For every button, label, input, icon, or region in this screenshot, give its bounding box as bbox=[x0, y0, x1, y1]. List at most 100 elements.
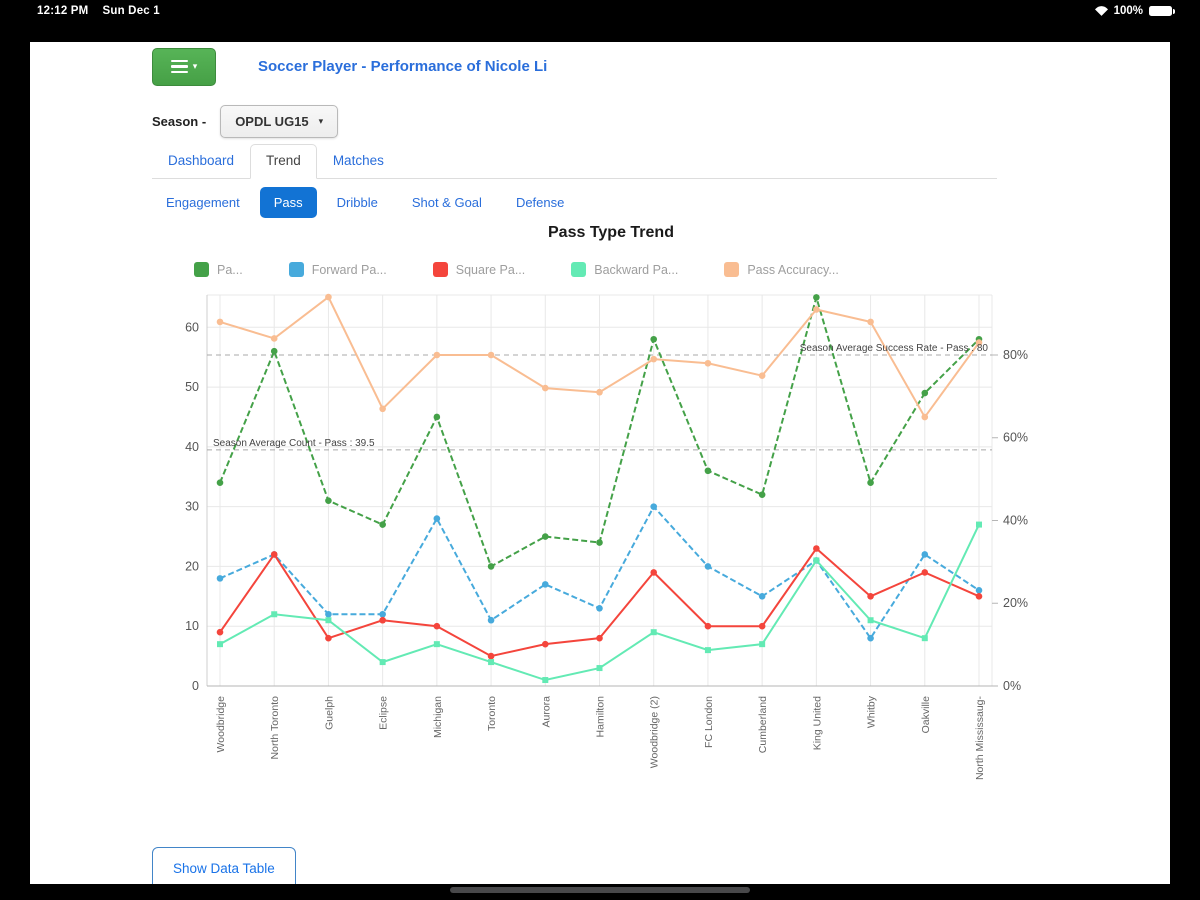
legend-item-pa[interactable]: Pa... bbox=[194, 262, 243, 277]
home-indicator[interactable] bbox=[450, 887, 750, 893]
subtab-engagement[interactable]: Engagement bbox=[166, 194, 240, 210]
data-point[interactable] bbox=[216, 318, 224, 326]
data-point[interactable] bbox=[216, 628, 224, 636]
data-point[interactable] bbox=[433, 515, 441, 522]
data-point[interactable] bbox=[379, 521, 386, 528]
data-point[interactable] bbox=[271, 611, 278, 618]
data-point[interactable] bbox=[325, 610, 332, 618]
data-point[interactable] bbox=[433, 413, 441, 421]
data-point[interactable] bbox=[216, 479, 224, 487]
data-point[interactable] bbox=[542, 677, 549, 684]
data-point[interactable] bbox=[813, 294, 820, 301]
subtab-defense[interactable]: Defense bbox=[515, 194, 565, 210]
status-right: 100% bbox=[1094, 5, 1175, 17]
legend-label: Backward Pa... bbox=[594, 262, 679, 277]
data-point[interactable] bbox=[433, 641, 440, 648]
data-point[interactable] bbox=[270, 335, 278, 342]
data-point[interactable] bbox=[596, 634, 603, 642]
menu-button[interactable]: ▾ bbox=[152, 47, 216, 86]
legend-item-forward-pa[interactable]: Forward Pa... bbox=[288, 262, 387, 277]
data-point[interactable] bbox=[704, 563, 712, 570]
data-point[interactable] bbox=[379, 659, 386, 666]
data-point[interactable] bbox=[217, 641, 223, 648]
data-point[interactable] bbox=[379, 610, 386, 618]
legend-item-backward-pa[interactable]: Backward Pa... bbox=[571, 262, 678, 277]
battery-percent: 100% bbox=[1113, 5, 1143, 17]
legend-item-pass-accuracy[interactable]: Pass Accuracy... bbox=[724, 262, 839, 277]
svg-text:Cumberland: Cumberland bbox=[757, 696, 769, 753]
data-point[interactable] bbox=[921, 569, 929, 576]
data-point[interactable] bbox=[921, 635, 928, 642]
data-point[interactable] bbox=[650, 629, 657, 636]
tab-trend[interactable]: Trend bbox=[250, 144, 317, 179]
data-point[interactable] bbox=[541, 384, 549, 392]
chart-legend: Pa... Forward Pa... Square Pa... Backward P… bbox=[194, 257, 1170, 282]
data-point[interactable] bbox=[487, 351, 495, 359]
data-point[interactable] bbox=[921, 413, 929, 421]
data-point[interactable] bbox=[270, 551, 278, 558]
status-bar: 12:12 PM Sun Dec 1 100% bbox=[0, 0, 1200, 42]
data-point[interactable] bbox=[921, 389, 929, 397]
data-point[interactable] bbox=[650, 335, 658, 343]
data-point[interactable] bbox=[325, 617, 332, 624]
data-point[interactable] bbox=[596, 604, 603, 612]
tab-matches[interactable]: Matches bbox=[332, 153, 384, 168]
data-point[interactable] bbox=[975, 587, 983, 594]
data-point[interactable] bbox=[867, 634, 874, 642]
data-point[interactable] bbox=[325, 634, 332, 642]
data-point[interactable] bbox=[433, 351, 441, 359]
data-point[interactable] bbox=[650, 503, 658, 510]
data-point[interactable] bbox=[867, 593, 874, 600]
data-point[interactable] bbox=[867, 318, 874, 326]
data-point[interactable] bbox=[758, 622, 766, 630]
data-point[interactable] bbox=[487, 616, 495, 624]
subtab-dribble[interactable]: Dribble bbox=[336, 194, 378, 210]
data-point[interactable] bbox=[325, 293, 332, 301]
data-point[interactable] bbox=[975, 339, 983, 346]
data-point[interactable] bbox=[596, 665, 603, 672]
data-point[interactable] bbox=[813, 306, 820, 313]
data-point[interactable] bbox=[704, 359, 712, 367]
data-point[interactable] bbox=[975, 593, 983, 600]
data-point[interactable] bbox=[976, 521, 982, 528]
data-point[interactable] bbox=[541, 640, 549, 648]
data-point[interactable] bbox=[758, 593, 766, 600]
data-point[interactable] bbox=[704, 647, 711, 654]
data-point[interactable] bbox=[541, 581, 549, 588]
data-point[interactable] bbox=[813, 545, 820, 552]
data-point[interactable] bbox=[704, 622, 712, 630]
status-date: Sun Dec 1 bbox=[102, 5, 160, 17]
subtab-shot-goal[interactable]: Shot & Goal bbox=[411, 194, 482, 210]
data-point[interactable] bbox=[758, 372, 766, 379]
show-data-table-button[interactable]: Show Data Table bbox=[152, 847, 296, 884]
data-point[interactable] bbox=[650, 355, 658, 363]
season-dropdown[interactable]: OPDL UG15 ▾ bbox=[220, 104, 339, 138]
data-point[interactable] bbox=[216, 575, 224, 582]
tab-dashboard[interactable]: Dashboard bbox=[168, 153, 235, 168]
data-point[interactable] bbox=[270, 347, 278, 355]
data-point[interactable] bbox=[867, 617, 874, 624]
app-card: ▾ Soccer Player - Performance of Nicole … bbox=[30, 42, 1170, 884]
data-point[interactable] bbox=[487, 652, 495, 660]
data-point[interactable] bbox=[596, 388, 603, 396]
data-point[interactable] bbox=[541, 533, 549, 540]
data-point[interactable] bbox=[379, 405, 386, 413]
data-point[interactable] bbox=[379, 616, 386, 624]
data-point[interactable] bbox=[758, 491, 766, 498]
data-point[interactable] bbox=[759, 641, 766, 648]
data-point[interactable] bbox=[813, 557, 820, 564]
series-square-pa bbox=[216, 545, 983, 660]
data-point[interactable] bbox=[325, 497, 332, 504]
data-point[interactable] bbox=[867, 479, 874, 487]
data-point[interactable] bbox=[433, 622, 441, 630]
data-point[interactable] bbox=[596, 539, 603, 546]
data-point[interactable] bbox=[487, 563, 495, 570]
season-dropdown-value: OPDL UG15 bbox=[235, 113, 309, 129]
subtab-pass[interactable]: Pass bbox=[259, 186, 317, 218]
data-point[interactable] bbox=[488, 659, 495, 666]
legend-item-square-pa[interactable]: Square Pa... bbox=[432, 262, 525, 277]
data-point[interactable] bbox=[921, 551, 929, 558]
svg-text:0: 0 bbox=[192, 679, 199, 693]
data-point[interactable] bbox=[650, 569, 658, 576]
data-point[interactable] bbox=[704, 467, 712, 475]
